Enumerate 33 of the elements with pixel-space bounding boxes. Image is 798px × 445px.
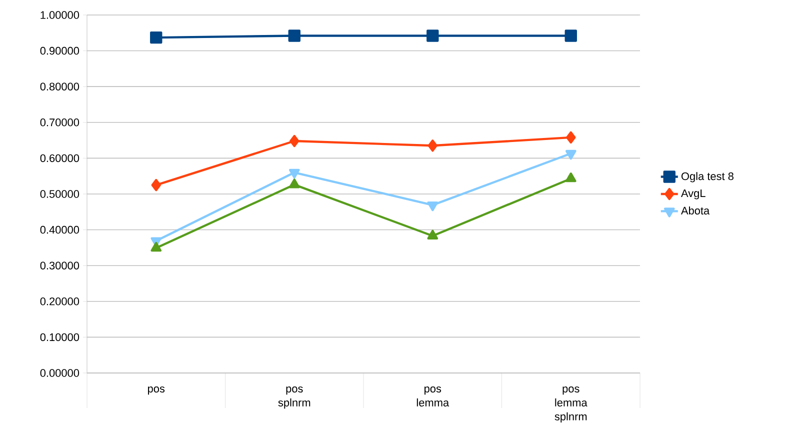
- point: [150, 242, 162, 252]
- y-tick-label: 0.40000: [40, 226, 80, 234]
- y-tick-label: 1.00000: [40, 11, 80, 19]
- point: [428, 140, 438, 152]
- y-tick-label: 0.70000: [40, 118, 80, 126]
- point: [566, 131, 576, 144]
- point: [427, 201, 438, 212]
- point: [288, 178, 300, 188]
- y-tick-label: 0.00000: [40, 369, 80, 377]
- point: [290, 134, 300, 148]
- point: [565, 172, 576, 182]
- y-tick-label: 0.30000: [40, 262, 80, 270]
- point: [150, 31, 162, 44]
- point: [427, 230, 438, 240]
- y-tick-label: 0.20000: [40, 298, 80, 306]
- legend-label: Abota: [680, 206, 710, 215]
- legend-label: AvgL: [680, 189, 706, 200]
- y-tick-label: 0.90000: [40, 46, 80, 55]
- y-tick-label: 0.80000: [40, 82, 80, 90]
- point: [288, 30, 300, 42]
- x-tick-label: pos splnrm: [278, 386, 310, 409]
- y-tick-label: 0.60000: [40, 154, 80, 162]
- x-tick-label: pos lemma: [416, 386, 450, 406]
- point: [564, 30, 577, 42]
- x-tick-label: pos: [148, 386, 165, 395]
- point: [288, 168, 300, 179]
- x-tick-label: pos lemma splnrm: [554, 386, 588, 423]
- legend-label: Ogla test 8: [681, 172, 734, 182]
- point: [426, 30, 439, 42]
- point: [151, 178, 161, 192]
- y-tick-label: 0.10000: [40, 333, 80, 342]
- point: [565, 150, 576, 160]
- y-tick-label: 0.50000: [40, 190, 80, 198]
